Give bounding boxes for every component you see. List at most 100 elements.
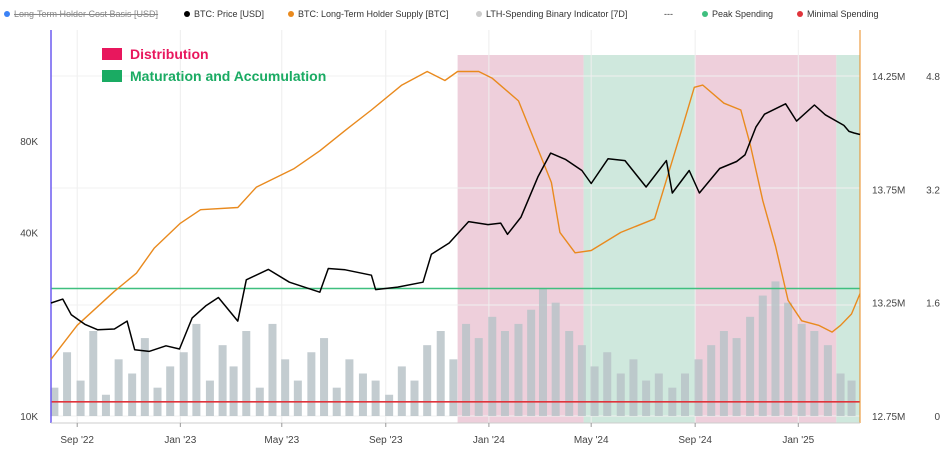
x-tick-label: Sep '24 bbox=[678, 435, 712, 446]
spending-bar bbox=[320, 338, 329, 416]
spending-bar bbox=[681, 373, 690, 416]
left-tick-label: 10K bbox=[20, 412, 38, 423]
spending-bar bbox=[63, 352, 72, 416]
spending-bar bbox=[616, 373, 625, 416]
spending-bar bbox=[436, 331, 445, 416]
spending-bar bbox=[307, 352, 316, 416]
spending-bar bbox=[488, 316, 497, 416]
legend: Long-Term Holder Cost Basis [USD] BTC: P… bbox=[0, 0, 950, 30]
spending-bar bbox=[746, 316, 755, 416]
reference-lines bbox=[51, 287, 860, 403]
spending-bar bbox=[603, 352, 612, 416]
spending-bar bbox=[268, 323, 277, 416]
spending-bar bbox=[629, 359, 638, 416]
spending-bar bbox=[590, 366, 599, 416]
supply-tick-label: 14.25M bbox=[872, 72, 905, 83]
spending-bar bbox=[242, 331, 251, 416]
spending-bar bbox=[281, 359, 290, 416]
spending-bar bbox=[192, 323, 201, 416]
supply-tick-label: 13.75M bbox=[872, 185, 905, 196]
spending-bar bbox=[551, 302, 560, 416]
legend-dot-icon bbox=[476, 11, 482, 17]
spending-bar bbox=[101, 394, 110, 416]
indicator-tick-label: 4.8 bbox=[926, 72, 940, 83]
legend-dot-icon bbox=[797, 11, 803, 17]
accumulation-region bbox=[583, 55, 696, 423]
legend-item-minimal-spending[interactable]: Minimal Spending bbox=[797, 9, 879, 19]
spending-indicator-bars bbox=[50, 281, 856, 416]
spending-bar bbox=[474, 338, 483, 416]
legend-label: Minimal Spending bbox=[807, 9, 879, 19]
legend-item-peak-spending[interactable]: Peak Spending bbox=[702, 9, 773, 19]
supply-series bbox=[50, 70, 861, 360]
price-line bbox=[50, 103, 861, 353]
spending-bar bbox=[358, 373, 367, 416]
x-tick-label: Jan '23 bbox=[164, 435, 196, 446]
maturation-swatch-icon bbox=[102, 70, 122, 82]
indicator-tick-label: 1.6 bbox=[926, 299, 940, 310]
spending-bar bbox=[797, 323, 806, 416]
spending-bar bbox=[345, 359, 354, 416]
left-tick-label: 40K bbox=[20, 229, 38, 240]
left-axis-ticks: 10K 40K 80K bbox=[20, 137, 38, 423]
legend-item-lth-spending[interactable]: LTH-Spending Binary Indicator [7D] bbox=[476, 9, 627, 19]
accumulation-region bbox=[836, 55, 860, 423]
x-tick-label: Jan '24 bbox=[473, 435, 505, 446]
spending-bar bbox=[707, 345, 716, 416]
spending-bar bbox=[179, 352, 188, 416]
supply-tick-label: 12.75M bbox=[872, 412, 905, 423]
spending-bar bbox=[293, 380, 302, 416]
spending-bar bbox=[514, 323, 523, 416]
spending-bar bbox=[810, 331, 819, 416]
x-tick-label: May '23 bbox=[264, 435, 299, 446]
spending-bar bbox=[205, 380, 214, 416]
legend-label: LTH-Spending Binary Indicator [7D] bbox=[486, 9, 628, 19]
spending-bar bbox=[719, 331, 728, 416]
x-axis-ticks: Sep '22 Jan '23 May '23 Sep '23 Jan '24 May '… bbox=[60, 423, 815, 446]
spending-bar bbox=[229, 366, 238, 416]
spending-bar bbox=[823, 345, 832, 416]
spending-bar bbox=[410, 380, 419, 416]
price-series bbox=[50, 103, 861, 353]
supply-axis-ticks: 12.75M 13.25M 13.75M 14.25M bbox=[872, 72, 905, 423]
legend-item-separator: --- bbox=[664, 9, 673, 19]
spending-bar bbox=[654, 373, 663, 416]
spending-bar bbox=[784, 302, 793, 416]
spending-bar bbox=[89, 331, 98, 416]
spending-bar bbox=[694, 359, 703, 416]
spending-bar bbox=[577, 345, 586, 416]
spending-bar bbox=[642, 380, 651, 416]
spending-bar bbox=[385, 394, 394, 416]
supply-tick-label: 13.25M bbox=[872, 299, 905, 310]
spending-bar bbox=[771, 281, 780, 416]
legend-label: Peak Spending bbox=[712, 9, 774, 19]
legend-dot-icon bbox=[184, 11, 190, 17]
annotation-maturation: Maturation and Accumulation bbox=[102, 68, 326, 84]
spending-bar bbox=[76, 380, 85, 416]
legend-item-lth-cost-basis[interactable]: Long-Term Holder Cost Basis [USD] bbox=[4, 9, 158, 19]
spending-bar bbox=[128, 373, 137, 416]
spending-bar bbox=[371, 380, 380, 416]
x-tick-label: Jan '25 bbox=[782, 435, 814, 446]
spending-bar bbox=[847, 380, 856, 416]
annotation-distribution: Distribution bbox=[102, 46, 209, 62]
legend-label: BTC: Price [USD] bbox=[194, 9, 265, 19]
spending-bar bbox=[449, 359, 458, 416]
spending-bar bbox=[397, 366, 406, 416]
spending-bar bbox=[423, 345, 432, 416]
legend-dot-icon bbox=[702, 11, 708, 17]
legend-item-lth-supply[interactable]: BTC: Long-Term Holder Supply [BTC] bbox=[288, 9, 449, 19]
spending-bar bbox=[538, 288, 547, 416]
spending-bar bbox=[218, 345, 227, 416]
spending-bar bbox=[732, 338, 741, 416]
distribution-swatch-icon bbox=[102, 48, 122, 60]
legend-label: BTC: Long-Term Holder Supply [BTC] bbox=[298, 9, 449, 19]
x-tick-label: May '24 bbox=[574, 435, 609, 446]
supply-line bbox=[50, 70, 861, 360]
legend-item-btc-price[interactable]: BTC: Price [USD] bbox=[184, 9, 264, 19]
legend-label: Long-Term Holder Cost Basis [USD] bbox=[14, 9, 159, 19]
spending-bar bbox=[114, 359, 123, 416]
spending-bar bbox=[140, 338, 149, 416]
spending-bar bbox=[836, 373, 845, 416]
